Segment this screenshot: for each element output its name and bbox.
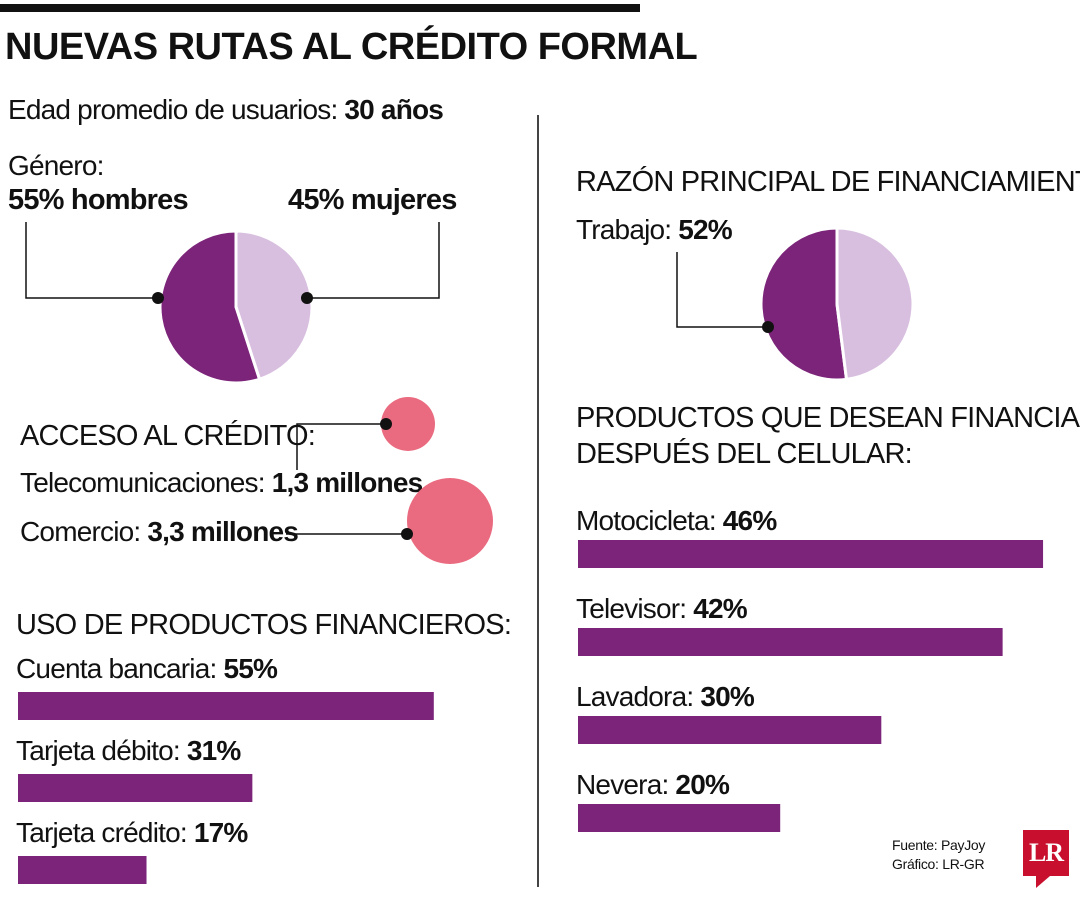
mujeres-leader (307, 222, 440, 299)
bubble-comercio (407, 478, 493, 564)
producto-bar-1-category: Televisor: (576, 593, 693, 624)
bubble-telecom (381, 397, 435, 451)
comercio-value: 3,3 millones (147, 516, 299, 547)
uso-bar-2-value: 17% (194, 817, 249, 848)
edad-row: Edad promedio de usuarios: 30 años (8, 94, 444, 126)
hombres-leader (25, 222, 158, 299)
source-text: Fuente: PayJoy (892, 837, 986, 853)
producto-bar-2-value: 30% (700, 681, 755, 712)
telecom-label: Telecomunicaciones: (20, 467, 266, 498)
telecom-leader (296, 423, 386, 470)
producto-bar-2-bar (578, 716, 882, 744)
trabajo-row: Trabajo: 52% (576, 214, 733, 246)
uso-bar-2-label: Tarjeta crédito: 17% (16, 817, 248, 848)
uso-bar-1-label: Tarjeta débito: 31% (16, 735, 241, 766)
uso-heading: USO DE PRODUCTOS FINANCIEROS: (16, 609, 512, 641)
credit-text: Gráfico: LR-GR (892, 856, 985, 872)
hombres-label: 55% hombres (8, 184, 189, 216)
lr-logo-tail (1036, 876, 1050, 888)
uso-bar-1-bar (18, 774, 253, 802)
lr-logo: LR (1023, 830, 1069, 876)
trabajo-dot (762, 321, 774, 333)
productos-heading-line2: DESPUÉS DEL CELULAR: (576, 438, 913, 470)
comercio-label: Comercio: (20, 516, 141, 547)
mujeres-dot (301, 292, 313, 304)
top-rule (0, 4, 640, 12)
hombres-dot (152, 292, 164, 304)
mujeres-label: 45% mujeres (288, 184, 457, 216)
trabajo-label: Trabajo: (576, 214, 672, 245)
producto-bar-1-label: Televisor: 42% (576, 593, 748, 624)
producto-bar-3-label: Nevera: 20% (576, 769, 730, 800)
comercio-dot (401, 528, 413, 540)
pie-slice-hombres (158, 229, 262, 385)
acceso-heading: ACCESO AL CRÉDITO: (20, 420, 316, 452)
trabajo-leader (676, 252, 768, 328)
uso-bar-2-category: Tarjeta crédito: (16, 817, 194, 848)
pie-slice-otros (835, 226, 915, 382)
uso-bar-0-value: 55% (223, 653, 278, 684)
razon-heading: RAZÓN PRINCIPAL DE FINANCIAMIENTO: (576, 166, 1080, 198)
comercio-row: Comercio: 3,3 millones (20, 516, 299, 548)
uso-bar-1-category: Tarjeta débito: (16, 735, 187, 766)
page-title: NUEVAS RUTAS AL CRÉDITO FORMAL (5, 26, 698, 68)
uso-bar-0-bar (18, 692, 434, 720)
producto-bar-3-bar (578, 804, 781, 832)
column-divider (537, 115, 539, 887)
telecom-value: 1,3 millones (271, 467, 424, 498)
producto-bar-3-category: Nevera: (576, 769, 675, 800)
trabajo-value: 52% (678, 214, 732, 245)
producto-bar-1-bar (578, 628, 1003, 656)
producto-bar-1-value: 42% (693, 593, 748, 624)
uso-bar-1-value: 31% (187, 735, 242, 766)
telecom-dot (380, 418, 392, 430)
uso-bar-0-category: Cuenta bancaria: (16, 653, 223, 684)
genero-label: Género: (8, 150, 104, 181)
pie-slice-trabajo (759, 226, 849, 382)
productos-heading-line1: PRODUCTOS QUE DESEAN FINANCIAR (576, 402, 1080, 434)
producto-bar-2-label: Lavadora: 30% (576, 681, 755, 712)
edad-value: 30 años (344, 94, 444, 125)
producto-bar-0-category: Motocicleta: (576, 505, 723, 536)
uso-bar-2-bar (18, 856, 147, 884)
source-note: Fuente: PayJoy Gráfico: LR-GR (892, 836, 985, 874)
producto-bar-3-value: 20% (675, 769, 730, 800)
producto-bar-0-label: Motocicleta: 46% (576, 505, 777, 536)
telecom-row: Telecomunicaciones: 1,3 millones (20, 467, 424, 499)
edad-label: Edad promedio de usuarios: (8, 94, 338, 125)
uso-bar-0-label: Cuenta bancaria: 55% (16, 653, 278, 684)
producto-bar-0-bar (578, 540, 1044, 568)
producto-bar-2-category: Lavadora: (576, 681, 700, 712)
producto-bar-0-value: 46% (723, 505, 778, 536)
